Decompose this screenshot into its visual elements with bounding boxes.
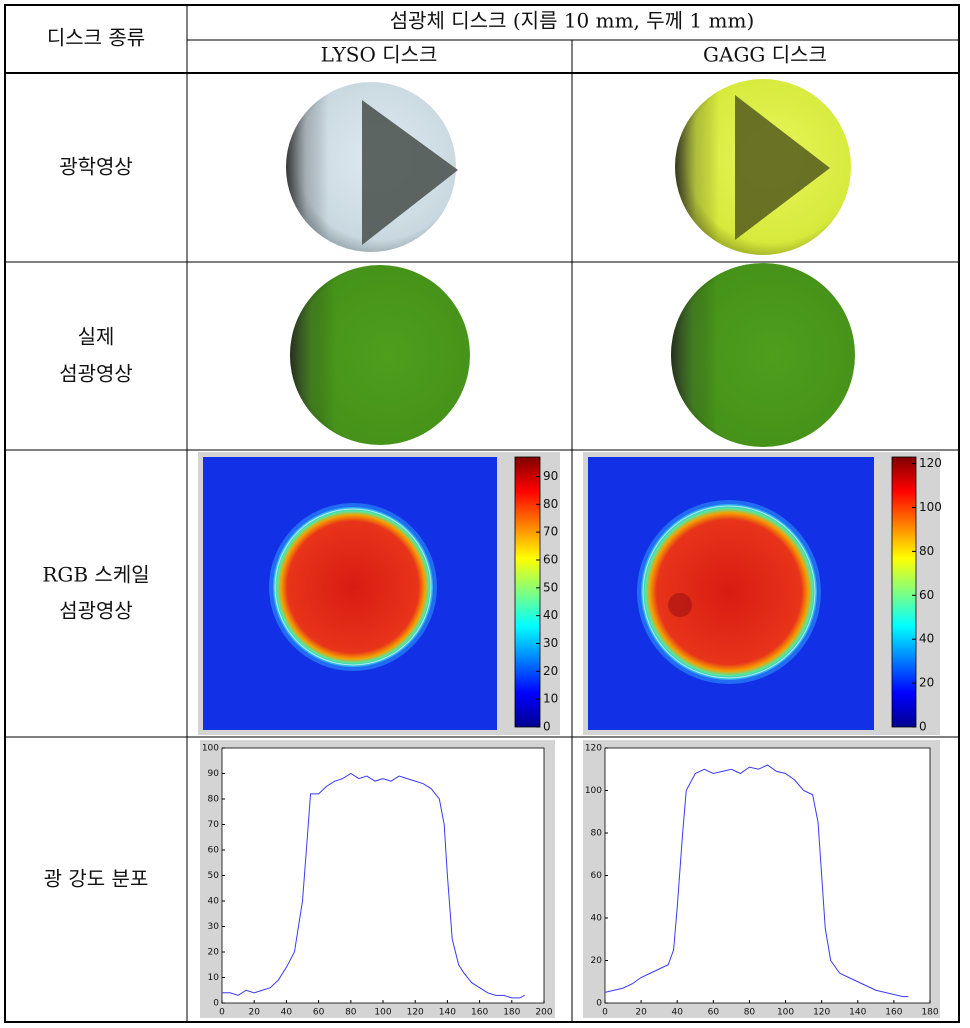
y-tick-label: 0 bbox=[213, 999, 219, 1009]
plot-area bbox=[604, 747, 931, 1004]
x-tick-label: 0 bbox=[219, 1008, 225, 1018]
colorbar-tick-label: 10 bbox=[543, 692, 558, 706]
row-label: RGB 스케일 bbox=[42, 563, 149, 587]
y-tick-label: 20 bbox=[208, 948, 220, 958]
x-tick-label: 0 bbox=[602, 1008, 608, 1018]
column-header: LYSO 디스크 bbox=[321, 43, 438, 67]
x-tick-label: 180 bbox=[503, 1008, 520, 1018]
colorbar-tick-label: 40 bbox=[919, 632, 934, 646]
y-tick-label: 100 bbox=[585, 786, 602, 796]
x-tick-label: 20 bbox=[248, 1008, 260, 1018]
x-tick-label: 140 bbox=[439, 1008, 456, 1018]
colorbar-tick-label: 0 bbox=[543, 720, 551, 734]
row-label: 광학영상 bbox=[59, 155, 133, 179]
profile-line bbox=[604, 764, 909, 998]
x-tick-label: 60 bbox=[708, 1008, 720, 1018]
colorbar-tick-label: 80 bbox=[543, 497, 558, 511]
x-tick-label: 40 bbox=[281, 1008, 293, 1018]
colorbar-tick-label: 40 bbox=[543, 608, 558, 622]
x-tick-label: 100 bbox=[777, 1008, 794, 1018]
colorbar-tick-label: 50 bbox=[543, 580, 558, 594]
y-tick-label: 60 bbox=[591, 871, 603, 881]
x-tick-label: 140 bbox=[849, 1008, 866, 1018]
y-tick-label: 80 bbox=[591, 829, 603, 839]
scintillation-gagg bbox=[671, 263, 855, 447]
colorbar-tick-label: 120 bbox=[919, 456, 942, 470]
scintillation-lyso bbox=[290, 265, 470, 445]
x-tick-label: 60 bbox=[313, 1008, 325, 1018]
colorbar-tick-label: 20 bbox=[919, 676, 934, 690]
y-tick-label: 30 bbox=[208, 922, 220, 932]
row-header: 디스크 종류 bbox=[47, 26, 145, 50]
y-tick-label: 80 bbox=[208, 795, 220, 805]
y-tick-label: 120 bbox=[585, 744, 602, 754]
colorbar bbox=[891, 456, 917, 728]
y-tick-label: 70 bbox=[208, 820, 220, 830]
y-tick-label: 10 bbox=[208, 973, 220, 983]
x-tick-label: 80 bbox=[744, 1008, 756, 1018]
table-grid bbox=[4, 4, 960, 1023]
y-tick-label: 90 bbox=[208, 769, 220, 779]
x-tick-label: 180 bbox=[921, 1008, 938, 1018]
row-label: 실제 bbox=[78, 325, 115, 349]
y-tick-label: 20 bbox=[591, 956, 603, 966]
colorbar-tick-label: 0 bbox=[919, 720, 927, 734]
x-tick-label: 120 bbox=[407, 1008, 424, 1018]
column-header: GAGG 디스크 bbox=[703, 43, 827, 67]
x-tick-label: 120 bbox=[813, 1008, 830, 1018]
optical-gagg bbox=[675, 79, 851, 255]
heatmap-gagg bbox=[583, 452, 940, 735]
colorbar-tick-label: 80 bbox=[919, 544, 934, 558]
x-tick-label: 40 bbox=[671, 1008, 683, 1018]
colorbar-tick-label: 60 bbox=[543, 552, 558, 566]
heatmap-lyso bbox=[198, 452, 560, 735]
row-label: 광 강도 분포 bbox=[44, 867, 149, 891]
x-tick-label: 160 bbox=[885, 1008, 902, 1018]
colorbar-tick-label: 60 bbox=[919, 588, 934, 602]
colorbar-tick-label: 100 bbox=[919, 500, 942, 514]
y-tick-label: 100 bbox=[202, 744, 219, 754]
optical-lyso bbox=[286, 82, 458, 252]
colorbar-tick-label: 90 bbox=[543, 469, 558, 483]
x-tick-label: 200 bbox=[535, 1008, 552, 1018]
y-tick-label: 50 bbox=[208, 871, 220, 881]
x-tick-label: 80 bbox=[345, 1008, 357, 1018]
group-header: 섬광체 디스크 (지름 10 mm, 두께 1 mm) bbox=[390, 9, 755, 33]
plot-area bbox=[221, 747, 545, 1004]
row-label: 섬광영상 bbox=[59, 599, 133, 623]
y-tick-label: 0 bbox=[596, 999, 602, 1009]
x-tick-label: 20 bbox=[635, 1008, 647, 1018]
colorbar-tick-label: 30 bbox=[543, 636, 558, 650]
row-label: 섬광영상 bbox=[59, 362, 133, 386]
colorbar bbox=[514, 456, 541, 728]
x-tick-label: 100 bbox=[374, 1008, 391, 1018]
colorbar-tick-label: 70 bbox=[543, 525, 558, 539]
y-tick-label: 40 bbox=[208, 897, 220, 907]
profile-line bbox=[222, 772, 525, 999]
y-tick-label: 60 bbox=[208, 846, 220, 856]
y-tick-label: 40 bbox=[591, 914, 603, 924]
colorbar-tick-label: 20 bbox=[543, 664, 558, 678]
x-tick-label: 160 bbox=[471, 1008, 488, 1018]
